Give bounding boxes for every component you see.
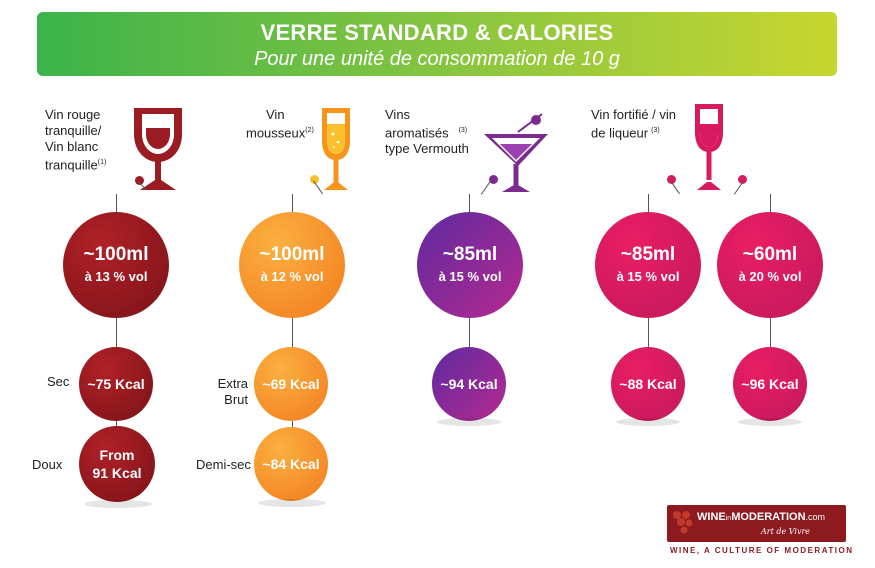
category-label-sparkling: Vin mousseux(2) (246, 107, 314, 141)
serving-circle-sparkling: ~100ml à 12 % vol (239, 212, 345, 318)
connector-line (292, 421, 293, 429)
row-label-sec: Sec (47, 374, 70, 389)
kcal-circle-aromatised: ~94 Kcal (432, 347, 506, 421)
connector-line (648, 194, 649, 220)
connector-line (292, 194, 293, 220)
connector-line (770, 194, 771, 220)
page-title: VERRE STANDARD & CALORIES (260, 20, 614, 45)
serving-circle-fortified-15: ~85ml à 15 % vol (595, 212, 701, 318)
cocktail-glass-icon (484, 113, 548, 192)
row-label-extra-brut: Extra Brut (217, 376, 248, 407)
circle-shadow (84, 500, 152, 508)
category-label-still-wine: Vin rouge tranquille/ Vin blanc tranquil… (45, 107, 107, 173)
serving-circle-aromatised: ~85ml à 15 % vol (417, 212, 523, 318)
kcal-circle-fortified-15: ~88 Kcal (611, 347, 685, 421)
connector-line (648, 318, 649, 350)
grapes-icon (673, 511, 693, 534)
kcal-circle-extra-brut: ~69 Kcal (254, 347, 328, 421)
fortified-wine-glass-icon (695, 104, 723, 190)
logo-subline: Art de Vivre (761, 527, 811, 536)
category-label-fortified: Vin fortifié / vin de liqueur (3) (591, 107, 677, 141)
connector-dot (667, 175, 676, 184)
circle-shadow (616, 418, 680, 426)
connector-line (292, 318, 293, 350)
serving-circle-fortified-20: ~60ml à 20 % vol (717, 212, 823, 318)
circle-shadow (437, 418, 501, 426)
category-label-aromatised: Vins aromatisés (3) type Vermouth (385, 107, 469, 157)
logo-tagline: WINE, A CULTURE OF MODERATION (670, 546, 854, 555)
connector-line (770, 318, 771, 350)
connector-line (116, 421, 117, 429)
logo-wordmark: WINEinMODERATION.com (697, 511, 826, 523)
connector-dot (310, 175, 319, 184)
kcal-circle-doux: From 91 Kcal (79, 426, 155, 502)
connector-dot (135, 176, 144, 185)
page-subtitle: Pour une unité de consommation de 10 g (254, 48, 620, 70)
row-label-doux: Doux (32, 457, 63, 472)
connector-line (469, 318, 470, 350)
connector-line (116, 318, 117, 350)
kcal-circle-fortified-20: ~96 Kcal (733, 347, 807, 421)
kcal-circle-demi-sec: ~84 Kcal (254, 427, 328, 501)
wine-in-moderation-logo[interactable]: WINEinMODERATION.com Art de Vivre (667, 505, 846, 542)
connector-line (469, 194, 470, 218)
connector-line (670, 180, 680, 195)
header-banner: VERRE STANDARD & CALORIES Pour une unité… (37, 12, 837, 76)
serving-circle-still-wine: ~100ml à 13 % vol (63, 212, 169, 318)
connector-dot (738, 175, 747, 184)
champagne-flute-icon (322, 108, 350, 190)
circle-shadow (738, 418, 802, 426)
row-label-demi-sec: Demi-sec (196, 457, 251, 472)
kcal-circle-sec: ~75 Kcal (79, 347, 153, 421)
red-wine-glass-icon (134, 108, 182, 190)
connector-dot (489, 175, 498, 184)
circle-shadow (258, 499, 326, 507)
connector-line (116, 194, 117, 220)
